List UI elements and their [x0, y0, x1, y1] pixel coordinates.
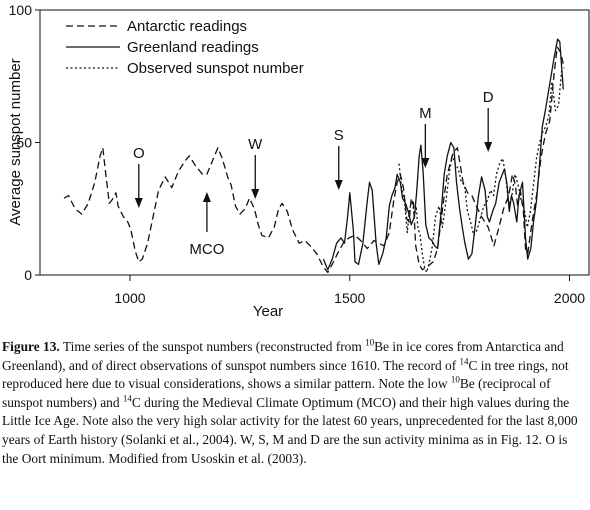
minimum-annotation: O	[133, 145, 145, 208]
series-line-solid	[322, 38, 564, 271]
x-tick-label: 2000	[554, 290, 585, 306]
caption-sup-2: 14	[459, 356, 469, 367]
chart-ticks: 1000 1500 2000 0 50 100	[9, 2, 586, 306]
chart-axes	[39, 9, 590, 276]
chart-legend: Antarctic readings Greenland readings Obse…	[66, 18, 304, 77]
annotation-arrow-head	[421, 158, 430, 168]
y-tick-label: 0	[24, 267, 32, 283]
figure-label: Figure 13.	[2, 339, 60, 354]
caption-text-4: Be (reciprocal of sunspot numbers) and	[2, 376, 551, 410]
series-layer	[63, 38, 565, 274]
minimum-label: O	[133, 145, 145, 162]
caption-sup-1: 10	[365, 337, 375, 348]
legend-label: Greenland readings	[127, 39, 259, 56]
minima-annotations: O MCO W S M D	[133, 89, 494, 258]
minimum-annotation: S	[334, 127, 344, 190]
y-tick-label: 100	[9, 2, 33, 18]
annotation-arrow-head	[484, 142, 493, 152]
minimum-annotation: D	[483, 89, 494, 152]
minimum-annotation: W	[248, 136, 263, 199]
minimum-annotation: M	[419, 105, 432, 168]
figure-caption: Figure 13. Time series of the sunspot nu…	[2, 338, 586, 468]
plot-frame	[39, 9, 590, 276]
x-axis-title: Year	[253, 303, 283, 320]
minimum-label: W	[248, 136, 263, 153]
annotation-arrow-head	[134, 198, 143, 208]
minimum-label: D	[483, 89, 494, 106]
series-line-dashed	[63, 46, 565, 274]
legend-label: Antarctic readings	[127, 18, 247, 35]
annotation-arrow-head	[202, 192, 211, 202]
x-tick-label: 1000	[114, 290, 145, 306]
annotation-arrow-head	[251, 189, 260, 199]
legend-label: Observed sunspot number	[127, 60, 304, 77]
caption-text-1: Time series of the sunspot numbers (reco…	[59, 339, 366, 354]
y-tick-label: 50	[16, 135, 32, 151]
minimum-label: M	[419, 105, 432, 122]
y-axis-title: Average sunspot number	[7, 58, 24, 225]
caption-text-5: C during the Medieval Climate Optimum (M…	[2, 394, 578, 466]
minimum-annotation: MCO	[189, 192, 224, 258]
caption-text-2: Be in ice cores from Antarctica and Gree…	[2, 339, 564, 373]
series-line-dotted	[398, 70, 563, 274]
annotation-arrow-head	[334, 180, 343, 190]
minimum-label: MCO	[189, 241, 224, 258]
caption-sup-3: 10	[450, 374, 460, 385]
caption-sup-4: 14	[122, 393, 132, 404]
caption-text-3: C in tree rings, not reproduced here due…	[2, 357, 569, 392]
sunspot-chart: 1000 1500 2000 0 50 100 Average sunspot numbe…	[7, 2, 590, 320]
x-tick-label: 1500	[334, 290, 365, 306]
minimum-label: S	[334, 127, 344, 144]
